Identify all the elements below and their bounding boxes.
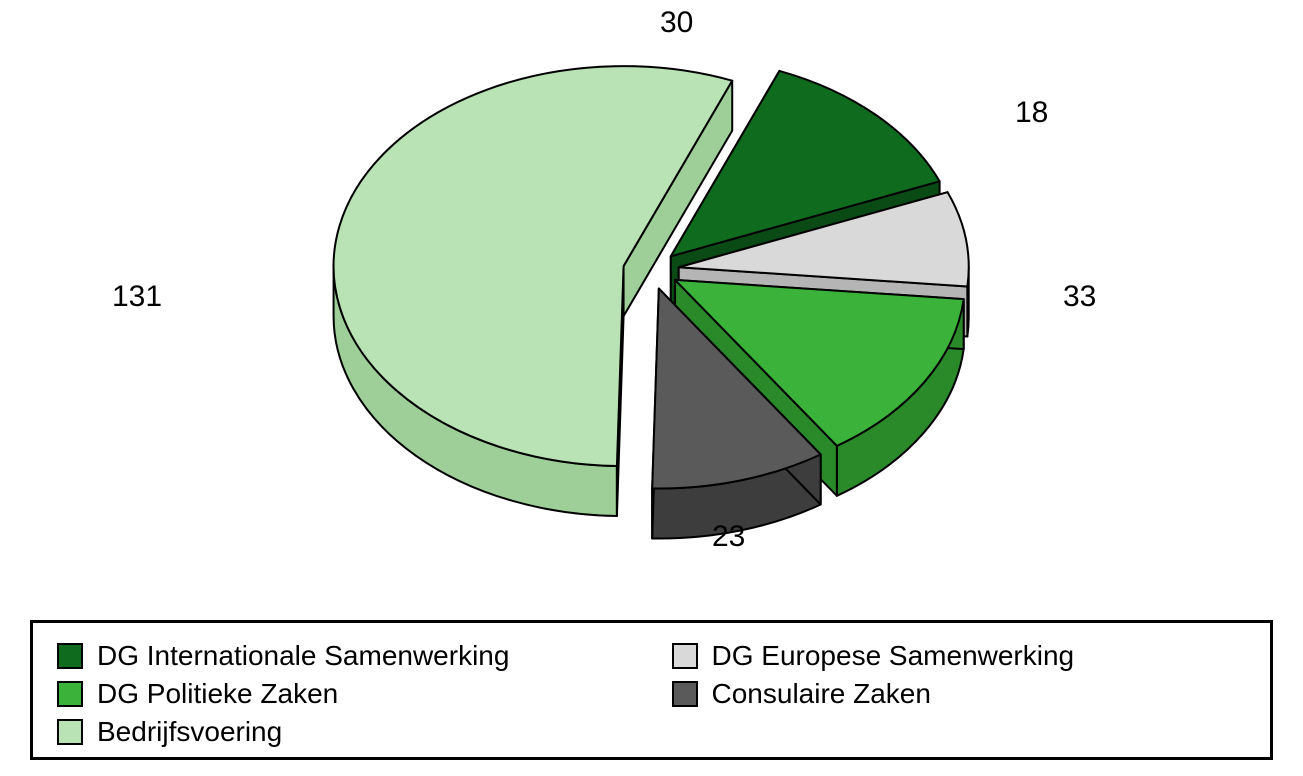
legend-label: Bedrijfsvoering (97, 716, 282, 748)
slice-value-label: 131 (112, 280, 162, 314)
legend-label: Consulaire Zaken (712, 678, 931, 710)
slice-value-label: 30 (660, 6, 693, 40)
legend-swatch (57, 643, 83, 669)
legend-swatch (57, 719, 83, 745)
legend-swatch (672, 643, 698, 669)
legend-item: DG Europese Samenwerking (672, 640, 1247, 672)
legend-item: Bedrijfsvoering (57, 716, 632, 748)
pie-chart (0, 0, 1303, 620)
legend-item: Consulaire Zaken (672, 678, 1247, 710)
slice-value-label: 23 (712, 520, 745, 554)
legend-swatch (672, 681, 698, 707)
legend-box: DG Internationale Samenwerking DG Europe… (30, 620, 1273, 760)
legend-item: DG Politieke Zaken (57, 678, 632, 710)
legend-label: DG Internationale Samenwerking (97, 640, 509, 672)
legend-label: DG Politieke Zaken (97, 678, 338, 710)
chart-container: 30 18 33 23 131 DG Internationale Samenw… (0, 0, 1303, 776)
slice-value-label: 18 (1015, 96, 1048, 130)
legend-label: DG Europese Samenwerking (712, 640, 1075, 672)
legend-swatch (57, 681, 83, 707)
slice-value-label: 33 (1063, 280, 1096, 314)
legend-item: DG Internationale Samenwerking (57, 640, 632, 672)
